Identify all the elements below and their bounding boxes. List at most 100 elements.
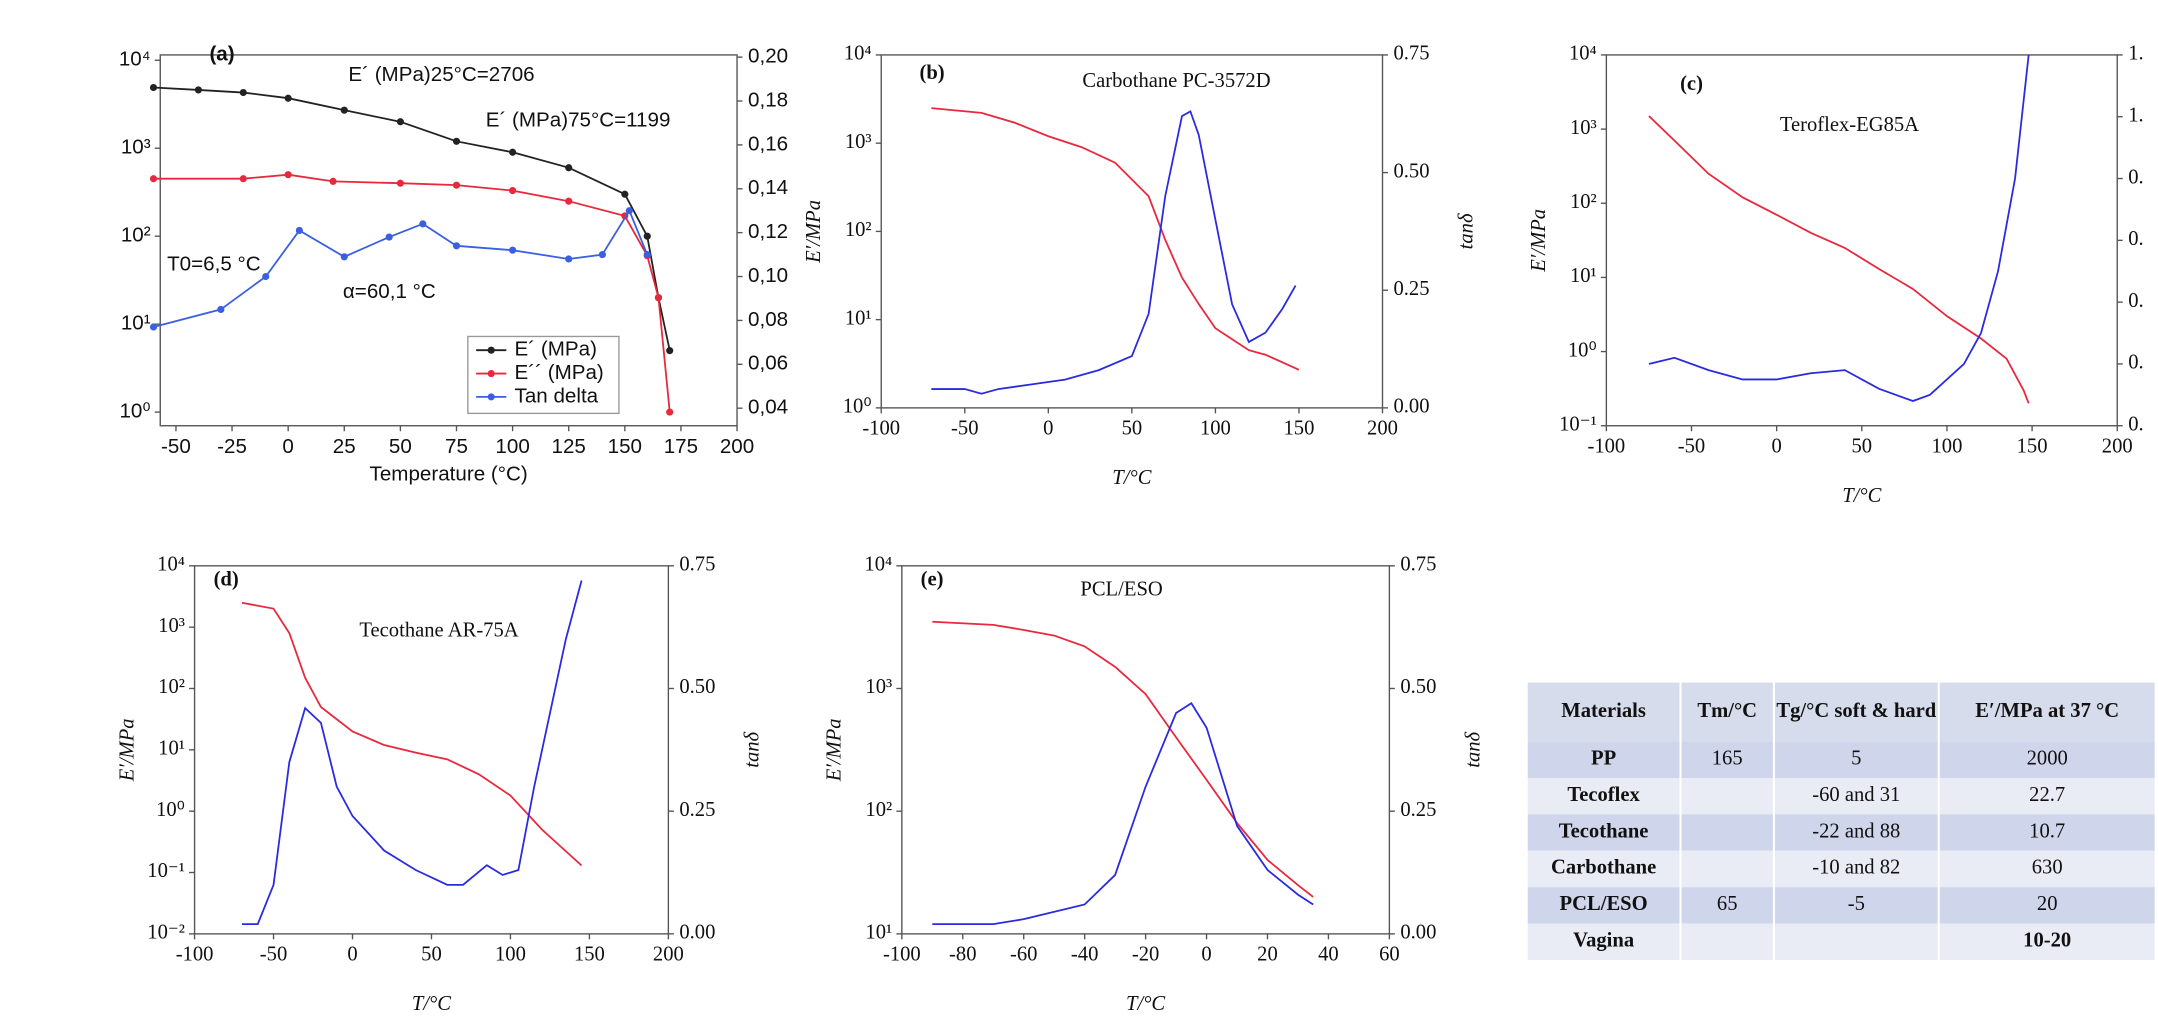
legend-label: E´´ (MPa) bbox=[515, 361, 604, 384]
x-tick-label: -25 bbox=[217, 435, 247, 458]
x-tick-label: 200 bbox=[720, 435, 754, 458]
x-tick-label: 100 bbox=[1200, 418, 1231, 440]
y2-tick-label: 0,04 bbox=[748, 396, 788, 419]
y-tick-label: 10⁴ bbox=[119, 48, 151, 71]
data-point bbox=[598, 251, 606, 259]
table-header-cell: Tm/°C bbox=[1697, 700, 1757, 722]
data-point bbox=[149, 175, 158, 183]
table-cell: -10 and 82 bbox=[1812, 857, 1900, 879]
x-tick-label: -20 bbox=[1132, 944, 1159, 966]
table-header-cell: E′/MPa at 37 °C bbox=[1975, 700, 2119, 722]
annotation: E´ (MPa)75°C=1199 bbox=[486, 108, 671, 131]
y2-tick-label: 0. bbox=[2128, 290, 2143, 312]
y-tick-label: 10⁴ bbox=[864, 554, 892, 576]
x-tick-label: -50 bbox=[161, 435, 191, 458]
annotation: α=60,1 °C bbox=[343, 280, 436, 303]
data-point bbox=[452, 242, 461, 250]
x-tick-label: 50 bbox=[1852, 435, 1873, 457]
x-tick-label: 0 bbox=[1772, 435, 1782, 457]
table-cell: PCL/ESO bbox=[1560, 893, 1648, 915]
y2-tick-label: 0,16 bbox=[748, 132, 788, 155]
plot-frame bbox=[901, 565, 1391, 935]
x-axis-label: Temperature (°C) bbox=[370, 463, 528, 486]
x-tick-label: -100 bbox=[883, 944, 921, 966]
legend-label: E´ (MPa) bbox=[515, 338, 597, 361]
y-axis-label: E′/MPa bbox=[824, 718, 846, 782]
panel-label: (c) bbox=[1680, 73, 1703, 95]
table-cell: Tecothane bbox=[1559, 820, 1649, 842]
table-cell: 20 bbox=[2037, 893, 2058, 915]
y-tick-label: 10⁴ bbox=[1569, 43, 1597, 65]
y2-axis-label: tanδ bbox=[1462, 731, 1484, 767]
y-tick-label: 10³ bbox=[845, 131, 872, 153]
y-tick-label: 10³ bbox=[121, 136, 151, 159]
table-header-bg bbox=[1526, 682, 2156, 742]
y-tick-label: 10² bbox=[865, 799, 892, 821]
series-line bbox=[153, 173, 671, 413]
y2-tick-label: 0.50 bbox=[1400, 676, 1436, 698]
y-tick-label: 10¹ bbox=[865, 922, 892, 944]
y2-tick-label: 0.50 bbox=[679, 676, 715, 698]
y-tick-label: 10¹ bbox=[845, 307, 872, 329]
panel: -100 -50 0 50 100 150 200 10⁰ 10¹ 10² 10³ 10⁴ 0.00 0.… bbox=[803, 43, 1477, 489]
table-header-cell: Tg/°C soft & hard bbox=[1776, 700, 1936, 722]
panel: -100 -80 -60 -40 -20 0 20 40 60 10¹ 10² 10³ 10⁴ 0.00 0… bbox=[824, 554, 1485, 1015]
panel-label: (a) bbox=[209, 42, 234, 65]
x-tick-label: -50 bbox=[1678, 435, 1705, 457]
table-cell: Tecoflex bbox=[1567, 784, 1640, 806]
y-tick-label: 10⁰ bbox=[1568, 339, 1597, 361]
annotation: E´ (MPa)25°C=2706 bbox=[348, 63, 534, 86]
data-point bbox=[194, 86, 202, 94]
table-row-bg bbox=[1526, 741, 2156, 778]
x-tick-label: 40 bbox=[1318, 944, 1339, 966]
data-point bbox=[625, 207, 633, 215]
table-cell: 5 bbox=[1851, 748, 1861, 770]
y-tick-label: 10⁰ bbox=[156, 799, 185, 821]
x-tick-label: 200 bbox=[1367, 418, 1398, 440]
y2-tick-label: 0.75 bbox=[679, 554, 715, 576]
x-tick-label: 100 bbox=[495, 435, 529, 458]
panel-label: (b) bbox=[919, 62, 944, 84]
y-tick-label: 10⁰ bbox=[843, 396, 872, 418]
plot-frame bbox=[1605, 54, 2118, 427]
y2-tick-label: 0,18 bbox=[748, 88, 788, 111]
y-tick-label: 10⁴ bbox=[844, 43, 872, 65]
x-tick-label: 0 bbox=[1043, 418, 1053, 440]
y2-tick-label: 0,06 bbox=[748, 352, 788, 375]
y2-tick-label: 0. bbox=[2128, 352, 2143, 374]
y-axis-label: E′/MPa bbox=[1528, 209, 1550, 273]
x-tick-label: 200 bbox=[653, 944, 684, 966]
x-tick-label: 150 bbox=[2017, 435, 2048, 457]
y2-axis-label: tanδ bbox=[741, 731, 763, 767]
data-point bbox=[396, 179, 404, 187]
series-line bbox=[931, 107, 1300, 371]
x-axis-label: T/°C bbox=[1842, 485, 1881, 507]
data-point bbox=[284, 171, 292, 179]
data-point bbox=[340, 253, 348, 261]
y2-tick-label: 1. bbox=[2128, 104, 2143, 126]
series-line bbox=[1648, 115, 2030, 404]
data-point bbox=[239, 88, 247, 97]
table-cell: 65 bbox=[1717, 893, 1738, 915]
y2-tick-label: 0,08 bbox=[748, 308, 788, 331]
series-line bbox=[241, 601, 583, 867]
y-tick-label: 10⁻¹ bbox=[1559, 413, 1597, 435]
data-point bbox=[666, 347, 674, 355]
data-point bbox=[149, 83, 158, 92]
y-axis-label: E′/MPa bbox=[116, 718, 138, 782]
x-tick-label: 50 bbox=[389, 435, 412, 458]
data-point bbox=[509, 246, 517, 254]
x-tick-label: 175 bbox=[664, 435, 698, 458]
data-point bbox=[284, 94, 292, 102]
table-row-bg bbox=[1526, 777, 2156, 815]
legend-marker bbox=[487, 393, 495, 401]
legend-label: Tan delta bbox=[515, 384, 599, 407]
y2-tick-label: 0,20 bbox=[748, 45, 788, 68]
data-point bbox=[565, 164, 573, 172]
x-tick-label: 0 bbox=[1201, 944, 1211, 966]
y-tick-label: 10¹ bbox=[1570, 265, 1597, 287]
x-tick-label: -50 bbox=[260, 944, 287, 966]
table-row-bg bbox=[1526, 814, 2156, 851]
table-cell: 165 bbox=[1712, 748, 1743, 770]
x-tick-label: 75 bbox=[445, 435, 468, 458]
